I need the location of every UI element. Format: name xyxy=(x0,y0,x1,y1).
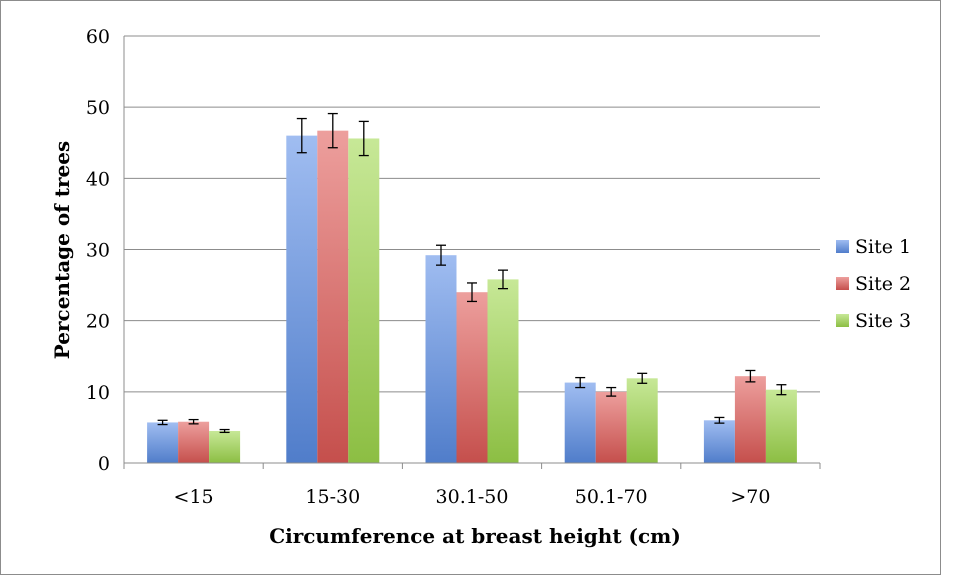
legend-label: Site 3 xyxy=(855,310,911,332)
error-bar xyxy=(575,376,586,389)
error-bar xyxy=(219,428,230,434)
error-bar xyxy=(498,269,508,290)
legend-item: Site 1 xyxy=(836,236,911,258)
bar xyxy=(317,130,349,463)
bar xyxy=(425,255,457,463)
axes xyxy=(123,36,821,469)
error-bar xyxy=(296,117,307,154)
y-tick-label: 10 xyxy=(86,382,110,404)
bars xyxy=(147,130,797,464)
error-bar xyxy=(467,282,477,303)
bar xyxy=(626,378,658,463)
y-tick-label: 60 xyxy=(86,26,110,48)
error-bar xyxy=(745,369,756,383)
legend-swatch xyxy=(836,240,849,253)
x-tick-label: 50.1-70 xyxy=(575,486,648,508)
error-bar xyxy=(776,384,787,396)
error-bar xyxy=(436,244,446,266)
y-tick-labels: 0 10 20 30 40 50 60 xyxy=(86,26,110,475)
bar xyxy=(595,391,627,463)
error-bar xyxy=(637,372,648,384)
x-tick-label: 30.1-50 xyxy=(436,486,509,508)
legend: Site 1 Site 2 Site 3 xyxy=(836,236,911,332)
error-bars xyxy=(157,112,787,434)
y-axis-title: Percentage of trees xyxy=(50,141,74,359)
legend-swatch xyxy=(836,314,849,327)
legend-label: Site 1 xyxy=(855,236,911,258)
chart-border xyxy=(0,0,941,575)
bar xyxy=(765,389,797,463)
legend-label: Site 2 xyxy=(855,273,911,295)
y-tick-label: 50 xyxy=(86,97,110,119)
x-tick-label: <15 xyxy=(174,486,214,508)
bar xyxy=(703,420,735,463)
bar xyxy=(734,376,766,463)
bar xyxy=(147,422,179,463)
error-bar xyxy=(188,418,199,425)
y-tick-label: 30 xyxy=(86,240,110,262)
error-bar xyxy=(358,120,369,157)
x-tick-label: >70 xyxy=(730,486,770,508)
error-bar xyxy=(606,386,617,397)
bar xyxy=(178,421,210,463)
bar xyxy=(348,138,380,464)
x-axis-title: Circumference at breast height (cm) xyxy=(269,524,681,548)
bar xyxy=(209,430,241,463)
legend-item: Site 2 xyxy=(836,273,911,295)
bar xyxy=(286,135,318,463)
legend-swatch xyxy=(836,277,849,290)
gridlines xyxy=(124,35,820,393)
error-bar xyxy=(714,416,725,424)
bar xyxy=(456,292,488,463)
x-tick-label: 15-30 xyxy=(305,486,360,508)
bar xyxy=(564,382,596,463)
y-tick-label: 40 xyxy=(86,168,110,190)
y-tick-label: 20 xyxy=(86,311,110,333)
bar xyxy=(487,279,519,463)
error-bar xyxy=(157,419,168,426)
x-tick-labels: <15 15-30 30.1-50 50.1-70 >70 xyxy=(174,486,771,508)
legend-item: Site 3 xyxy=(836,310,911,332)
y-tick-label: 0 xyxy=(98,453,110,475)
error-bar xyxy=(327,112,338,149)
